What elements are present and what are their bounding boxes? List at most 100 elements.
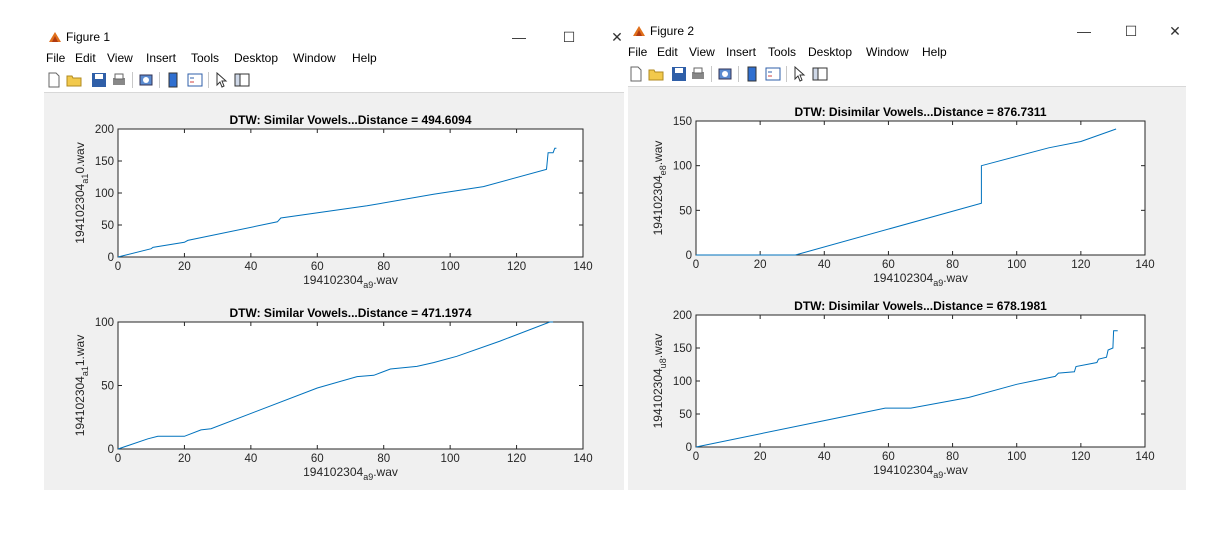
y-tick-label: 200 — [673, 310, 692, 322]
save-icon[interactable] — [671, 66, 687, 82]
y-tick-label: 0 — [108, 444, 114, 456]
x-tick-label: 100 — [441, 261, 460, 273]
legend-icon[interactable] — [765, 66, 781, 82]
y-tick-label: 150 — [673, 343, 692, 355]
matlab-icon — [633, 26, 645, 36]
chart-title: DTW: Disimilar Vowels...Distance = 678.1… — [794, 299, 1047, 313]
menu-help[interactable]: Help — [352, 51, 377, 65]
print-preview-icon[interactable] — [138, 72, 154, 88]
colorbar-icon[interactable] — [165, 72, 181, 88]
plot-area — [695, 314, 1146, 448]
x-tick-label: 0 — [115, 261, 121, 273]
colorbar-icon[interactable] — [744, 66, 760, 82]
toolbar-separator — [159, 72, 160, 88]
menu-tools[interactable]: Tools — [191, 51, 220, 65]
new-file-icon[interactable] — [628, 66, 644, 82]
maximize-button[interactable]: ☐ — [1124, 23, 1138, 39]
dtw-path-line — [695, 330, 1118, 448]
menu-window[interactable]: Window — [293, 51, 336, 65]
x-tick-label: 80 — [377, 453, 390, 465]
x-tick-label: 80 — [377, 261, 390, 273]
y-tick-label: 0 — [686, 250, 692, 262]
y-tick-label: 200 — [95, 124, 114, 136]
open-folder-icon[interactable] — [66, 72, 82, 88]
plot-area — [695, 120, 1146, 256]
menu-desktop[interactable]: Desktop — [234, 51, 279, 65]
axes-similar-1[interactable]: DTW: Similar Vowels...Distance = 494.609… — [73, 113, 593, 290]
menu-view[interactable]: View — [107, 51, 133, 65]
x-tick-label: 100 — [441, 453, 460, 465]
minimize-button[interactable]: — — [512, 29, 526, 45]
new-file-icon[interactable] — [46, 72, 62, 88]
figure1-titlebar[interactable]: Figure 1 — ☐ ✕ — [44, 26, 624, 48]
open-folder-icon[interactable] — [648, 66, 664, 82]
pointer-icon[interactable] — [214, 72, 230, 88]
plot-area — [117, 321, 584, 450]
x-tick-label: 0 — [115, 453, 121, 465]
menu-insert[interactable]: Insert — [146, 51, 177, 65]
figure1-menubar: File Edit View Insert Tools Desktop Wind… — [44, 48, 624, 68]
x-tick-label: 40 — [818, 259, 831, 271]
x-axis-label: 194102304a9.wav — [303, 465, 398, 482]
minimize-button[interactable]: — — [1077, 23, 1091, 39]
property-editor-icon[interactable] — [234, 72, 250, 88]
x-tick-label: 60 — [311, 453, 324, 465]
menu-file[interactable]: File — [628, 45, 648, 59]
menu-window[interactable]: Window — [866, 45, 909, 59]
x-tick-label: 0 — [693, 451, 699, 463]
menu-file[interactable]: File — [46, 51, 66, 65]
print-icon[interactable] — [690, 66, 706, 82]
figure2-titlebar[interactable]: Figure 2 — ☐ ✕ — [628, 20, 1186, 42]
toolbar-separator — [208, 72, 209, 88]
chart-title: DTW: Disimilar Vowels...Distance = 876.7… — [794, 105, 1046, 119]
figure1-canvas: DTW: Similar Vowels...Distance = 494.609… — [73, 113, 593, 482]
menu-edit[interactable]: Edit — [75, 51, 96, 65]
x-tick-label: 80 — [946, 451, 959, 463]
y-axis-label: 194102304a10.wav — [73, 142, 90, 243]
menu-view[interactable]: View — [689, 45, 715, 59]
axes-disimilar-2[interactable]: DTW: Disimilar Vowels...Distance = 678.1… — [651, 299, 1155, 480]
plot-area — [117, 128, 584, 258]
axes-similar-2[interactable]: DTW: Similar Vowels...Distance = 471.197… — [73, 306, 593, 482]
x-tick-label: 40 — [818, 451, 831, 463]
legend-icon[interactable] — [187, 72, 203, 88]
y-tick-label: 100 — [95, 317, 114, 329]
figure2-window: Figure 2 — ☐ ✕ File Edit View Insert Too… — [628, 20, 1186, 490]
x-tick-label: 120 — [1071, 259, 1090, 271]
toolbar-separator — [738, 66, 739, 82]
x-tick-label: 0 — [693, 259, 699, 271]
dtw-path-line — [117, 321, 554, 450]
x-tick-label: 120 — [507, 453, 526, 465]
figure2-canvas: DTW: Disimilar Vowels...Distance = 876.7… — [651, 105, 1155, 480]
figure2-toolbar — [628, 62, 1186, 87]
property-editor-icon[interactable] — [812, 66, 828, 82]
x-tick-label: 20 — [178, 453, 191, 465]
menu-help[interactable]: Help — [922, 45, 947, 59]
x-tick-label: 140 — [573, 261, 592, 273]
menu-desktop[interactable]: Desktop — [808, 45, 853, 59]
figure1-title: Figure 1 — [66, 30, 111, 44]
x-tick-label: 20 — [754, 451, 767, 463]
x-tick-label: 20 — [178, 261, 191, 273]
menu-tools[interactable]: Tools — [768, 45, 797, 59]
x-tick-label: 60 — [882, 259, 895, 271]
menu-insert[interactable]: Insert — [726, 45, 757, 59]
y-axis-label: 194102304e8.wav — [651, 141, 668, 236]
toolbar-separator — [132, 72, 133, 88]
matlab-icon — [49, 32, 61, 42]
close-button[interactable]: ✕ — [1169, 23, 1181, 39]
x-tick-label: 140 — [1135, 259, 1154, 271]
save-icon[interactable] — [91, 72, 107, 88]
pointer-icon[interactable] — [792, 66, 808, 82]
maximize-button[interactable]: ☐ — [562, 29, 576, 45]
axes-disimilar-1[interactable]: DTW: Disimilar Vowels...Distance = 876.7… — [651, 105, 1155, 288]
y-tick-label: 150 — [673, 116, 692, 128]
x-tick-label: 40 — [244, 453, 257, 465]
close-button[interactable]: ✕ — [611, 29, 623, 45]
menu-edit[interactable]: Edit — [657, 45, 678, 59]
figure1-toolbar — [44, 68, 624, 93]
print-icon[interactable] — [111, 72, 127, 88]
x-tick-label: 60 — [311, 261, 324, 273]
print-preview-icon[interactable] — [717, 66, 733, 82]
x-tick-label: 120 — [1071, 451, 1090, 463]
